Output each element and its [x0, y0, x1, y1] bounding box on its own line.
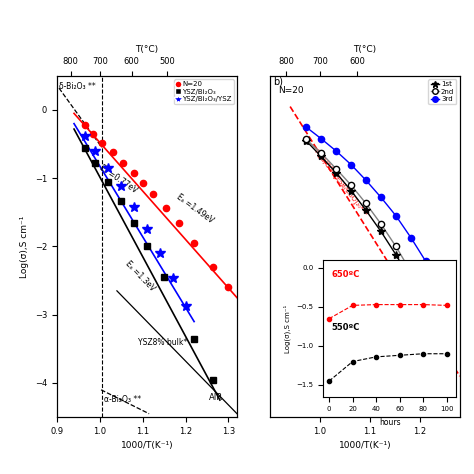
Legend: N=20, YSZ/Bi₂O₃, YSZ/Bi₂O₃/YSZ: N=20, YSZ/Bi₂O₃, YSZ/Bi₂O₃/YSZ	[174, 79, 234, 104]
Text: YSZ8% bulk*: YSZ8% bulk*	[138, 338, 188, 347]
X-axis label: 1000/T(K⁻¹): 1000/T(K⁻¹)	[120, 441, 173, 450]
Y-axis label: Log(σ),S cm⁻¹: Log(σ),S cm⁻¹	[20, 215, 29, 278]
X-axis label: 1000/T(K⁻¹): 1000/T(K⁻¹)	[338, 441, 392, 450]
Text: MgO/CGO[ESB/CGO]₂₀***: MgO/CGO[ESB/CGO]₂₀***	[312, 148, 369, 218]
Text: α-Bi₂O₃ **: α-Bi₂O₃ **	[104, 395, 141, 404]
Text: N=20: N=20	[278, 86, 303, 95]
X-axis label: T(°C): T(°C)	[354, 45, 376, 54]
X-axis label: T(°C): T(°C)	[136, 45, 158, 54]
Text: Eₐ =0.77eV: Eₐ =0.77eV	[98, 164, 138, 195]
Text: AIR: AIR	[209, 393, 223, 402]
Text: b): b)	[273, 76, 283, 86]
Legend: 1st, 2nd, 3rd: 1st, 2nd, 3rd	[428, 79, 456, 104]
Text: Eₐ =1.49eV: Eₐ =1.49eV	[175, 192, 215, 225]
Text: δ-Bi₂O₃ **: δ-Bi₂O₃ **	[59, 82, 96, 91]
Text: Eₐ =1.3eV: Eₐ =1.3eV	[123, 259, 156, 293]
